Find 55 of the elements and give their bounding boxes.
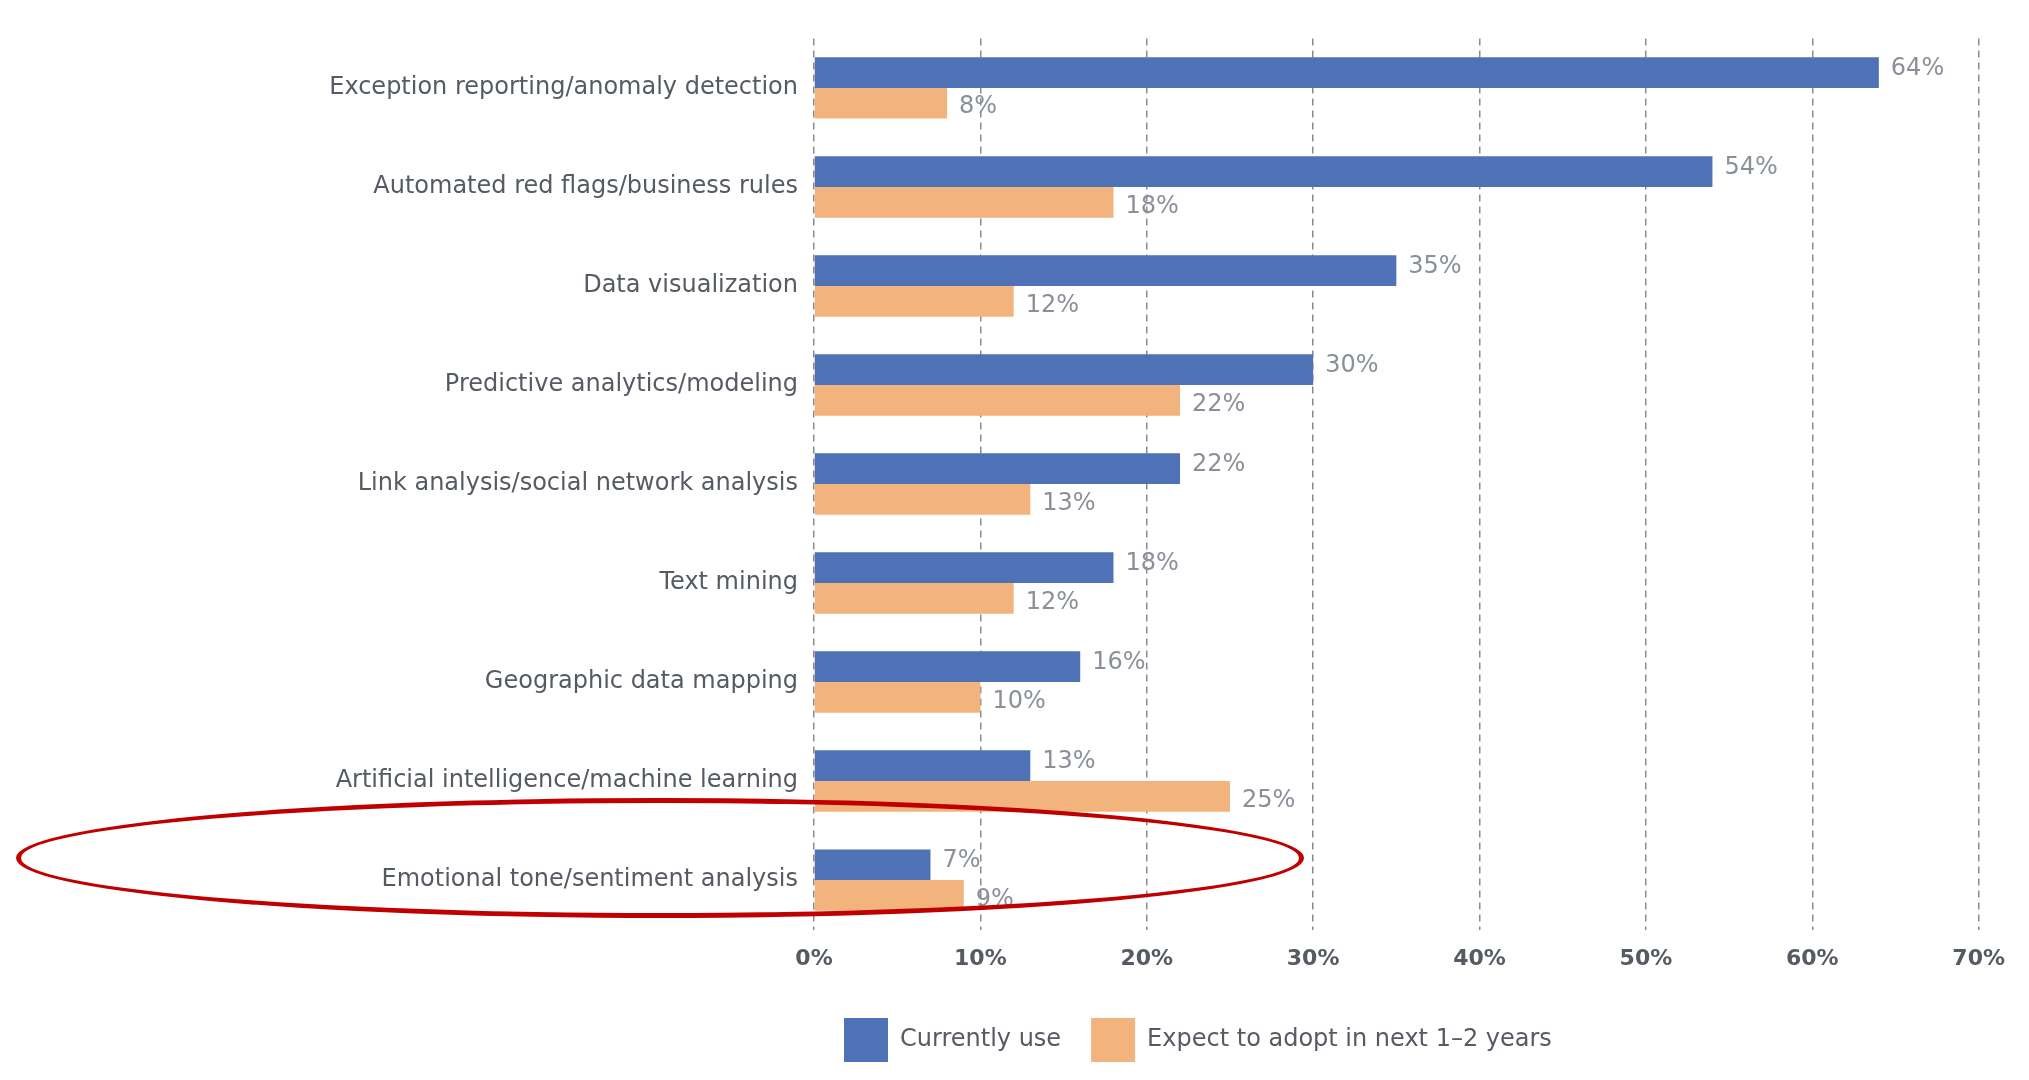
y-tick-label: Predictive analytics/modeling [444,369,798,398]
data-label: 25% [1241,784,1296,813]
y-tick-label: Data visualization [583,270,798,299]
bar [814,57,1879,88]
data-label: 22% [1192,388,1246,417]
bar [814,880,964,911]
bar [814,484,1031,515]
data-label: 13% [1042,487,1096,516]
bar [814,682,981,713]
data-label: 10% [992,685,1046,714]
bar [814,354,1314,385]
bar [814,453,1181,484]
x-tick-label: 0% [795,944,833,970]
y-tick-label: Exception reporting/anomaly detection [329,72,798,101]
y-tick-label: Link analysis/social network analysis [357,468,798,497]
x-tick-label: 10% [954,944,1007,970]
bar [814,750,1031,782]
bar [814,255,1397,286]
data-label: 30% [1325,349,1379,378]
data-label: 54% [1724,151,1778,180]
bar [814,781,1230,812]
data-label: 22% [1192,448,1246,477]
x-tick-label: 60% [1785,944,1839,970]
bar [814,849,931,881]
bar [814,651,1081,683]
data-label: 8% [959,91,998,120]
x-tick-label: 40% [1453,944,1506,970]
bar [814,87,948,119]
bar [814,583,1014,614]
bar [814,384,1181,416]
x-tick-label: 30% [1286,944,1340,970]
data-label: 7% [942,844,981,873]
y-tick-label: Geographic data mapping [484,666,798,695]
data-label: 12% [1025,289,1079,318]
bar [814,285,1014,317]
data-label: 35% [1408,250,1462,279]
data-label: 9% [975,883,1014,912]
data-label: 12% [1025,586,1079,615]
bar [814,186,1114,218]
y-tick-label: Automated red flags/business rules [373,171,798,200]
legend-label: Currently use [900,1024,1062,1053]
x-tick-label: 20% [1120,944,1174,970]
legend-label: Expect to adopt in next 1–2 years [1147,1024,1552,1053]
x-tick-label: 50% [1619,944,1673,970]
data-label: 13% [1042,745,1096,774]
y-tick-label: Emotional tone/sentiment analysis [381,864,798,893]
data-label: 18% [1125,547,1179,576]
data-label: 16% [1092,646,1146,675]
x-tick-label: 70% [1952,944,2006,970]
bar [814,156,1713,187]
bar [814,552,1114,584]
data-label: 64% [1890,52,1945,81]
data-label: 18% [1125,190,1179,219]
y-tick-label: Text mining [658,567,798,596]
y-tick-label: Artificial intelligence/machine learning [335,765,798,794]
